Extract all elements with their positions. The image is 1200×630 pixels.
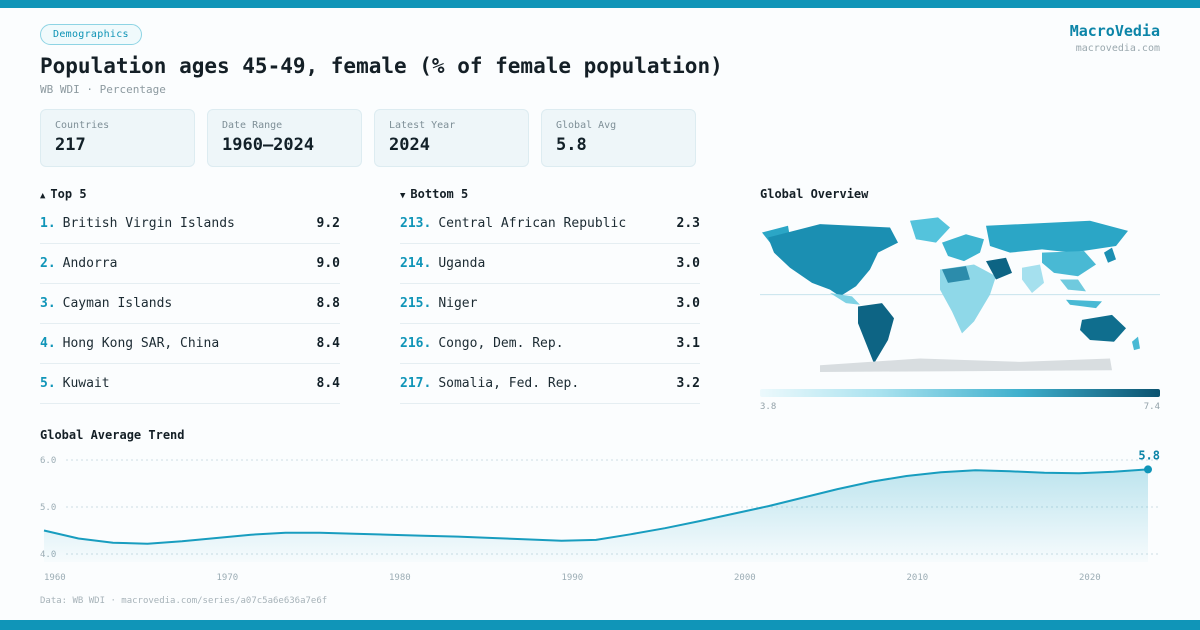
svg-text:2010: 2010 — [907, 573, 929, 583]
top5-title: ▲ Top 5 — [40, 187, 340, 201]
top5-panel: ▲ Top 5 1. British Virgin Islands 9.2 2. … — [40, 187, 340, 412]
rank: 1. — [40, 216, 56, 231]
table-row: 215. Niger 3.0 — [400, 284, 700, 324]
svg-text:6.0: 6.0 — [40, 456, 56, 466]
svg-text:1980: 1980 — [389, 573, 411, 583]
top-accent-bar — [0, 0, 1200, 8]
country-value: 9.0 — [316, 256, 340, 271]
trend-section: Global Average Trend 6.05.04.01960197019… — [40, 428, 1160, 586]
country-value: 8.8 — [316, 296, 340, 311]
country-name: Uganda — [438, 256, 486, 271]
stat-card-countries: Countries 217 — [40, 109, 195, 167]
svg-text:1960: 1960 — [44, 573, 66, 583]
up-triangle-icon: ▲ — [40, 191, 46, 201]
rank: 215. — [400, 296, 432, 311]
stat-value: 217 — [55, 135, 86, 155]
trend-title: Global Average Trend — [40, 428, 185, 442]
country-name: Congo, Dem. Rep. — [438, 336, 564, 351]
color-scale-labels: 3.8 7.4 — [760, 402, 1160, 412]
world-map — [760, 217, 1160, 372]
header: Demographics Population ages 45-49, fema… — [40, 22, 1160, 96]
country-name: Cayman Islands — [62, 296, 173, 311]
country-name: Kuwait — [62, 376, 110, 391]
country-value: 9.2 — [316, 216, 340, 231]
down-triangle-icon: ▼ — [400, 191, 406, 201]
stat-value: 5.8 — [556, 135, 587, 155]
top5-list: 1. British Virgin Islands 9.2 2. Andorra… — [40, 204, 340, 404]
stat-card-date-range: Date Range 1960—2024 — [207, 109, 362, 167]
bottom-accent-bar — [0, 620, 1200, 630]
table-row: 4. Hong Kong SAR, China 8.4 — [40, 324, 340, 364]
table-row: 2. Andorra 9.0 — [40, 244, 340, 284]
main-columns: ▲ Top 5 1. British Virgin Islands 9.2 2. … — [40, 187, 1160, 412]
stat-card-latest-year: Latest Year 2024 — [374, 109, 529, 167]
stat-card-global-avg: Global Avg 5.8 — [541, 109, 696, 167]
continents — [762, 217, 1140, 372]
country-name: Andorra — [62, 256, 118, 271]
table-row: 216. Congo, Dem. Rep. 3.1 — [400, 324, 700, 364]
country-name: British Virgin Islands — [62, 216, 235, 231]
scale-min-label: 3.8 — [760, 402, 777, 412]
country-name: Niger — [438, 296, 478, 311]
page-title: Population ages 45-49, female (% of fema… — [40, 54, 723, 78]
svg-text:5.0: 5.0 — [40, 503, 56, 513]
bottom5-panel: ▼ Bottom 5 213. Central African Republic … — [400, 187, 700, 412]
bottom5-title-label: Bottom 5 — [410, 187, 469, 201]
rank: 216. — [400, 336, 432, 351]
table-row: 214. Uganda 3.0 — [400, 244, 700, 284]
country-value: 2.3 — [676, 216, 700, 231]
choropleth-color-scale — [760, 389, 1160, 397]
svg-text:5.8: 5.8 — [1138, 448, 1160, 462]
table-row: 3. Cayman Islands 8.8 — [40, 284, 340, 324]
bottom5-list: 213. Central African Republic 2.3 214. U… — [400, 204, 700, 404]
rank: 5. — [40, 376, 56, 391]
country-name: Central African Republic — [438, 216, 627, 231]
stat-label: Latest Year — [389, 120, 456, 131]
brand-name: MacroVedia — [1069, 22, 1160, 40]
country-value: 8.4 — [316, 336, 340, 351]
table-row: 213. Central African Republic 2.3 — [400, 204, 700, 244]
category-badge: Demographics — [40, 24, 142, 45]
table-row: 217. Somalia, Fed. Rep. 3.2 — [400, 364, 700, 404]
header-left: Demographics Population ages 45-49, fema… — [40, 22, 723, 96]
map-panel: Global Overview — [760, 187, 1160, 412]
rank: 214. — [400, 256, 432, 271]
rank: 4. — [40, 336, 56, 351]
country-value: 3.2 — [676, 376, 700, 391]
bottom5-title: ▼ Bottom 5 — [400, 187, 700, 201]
rank: 213. — [400, 216, 432, 231]
brand-url: macrovedia.com — [1075, 43, 1160, 54]
svg-text:2020: 2020 — [1079, 573, 1101, 583]
country-value: 3.1 — [676, 336, 700, 351]
stat-label: Countries — [55, 120, 110, 131]
footer-source: Data: WB WDI · macrovedia.com/series/a07… — [40, 596, 328, 606]
brand-block: MacroVedia macrovedia.com — [1070, 22, 1160, 54]
page: Demographics Population ages 45-49, fema… — [0, 8, 1200, 606]
rank: 217. — [400, 376, 432, 391]
country-name: Hong Kong SAR, China — [62, 336, 220, 351]
stats-row: Countries 217 Date Range 1960—2024 Lates… — [40, 109, 1160, 167]
rank: 3. — [40, 296, 56, 311]
country-value: 8.4 — [316, 376, 340, 391]
stat-label: Global Avg — [556, 120, 617, 131]
svg-text:1990: 1990 — [562, 573, 584, 583]
stat-value: 1960—2024 — [222, 135, 315, 155]
page-subtitle: WB WDI · Percentage — [40, 83, 166, 96]
svg-text:2000: 2000 — [734, 573, 756, 583]
top5-title-label: Top 5 — [50, 187, 87, 201]
map-title: Global Overview — [760, 187, 869, 201]
rank: 2. — [40, 256, 56, 271]
table-row: 5. Kuwait 8.4 — [40, 364, 340, 404]
table-row: 1. British Virgin Islands 9.2 — [40, 204, 340, 244]
stat-label: Date Range — [222, 120, 283, 131]
country-value: 3.0 — [676, 296, 700, 311]
scale-max-label: 7.4 — [1143, 402, 1160, 412]
stat-value: 2024 — [389, 135, 430, 155]
svg-text:1970: 1970 — [217, 573, 239, 583]
country-name: Somalia, Fed. Rep. — [438, 376, 580, 391]
country-value: 3.0 — [676, 256, 700, 271]
